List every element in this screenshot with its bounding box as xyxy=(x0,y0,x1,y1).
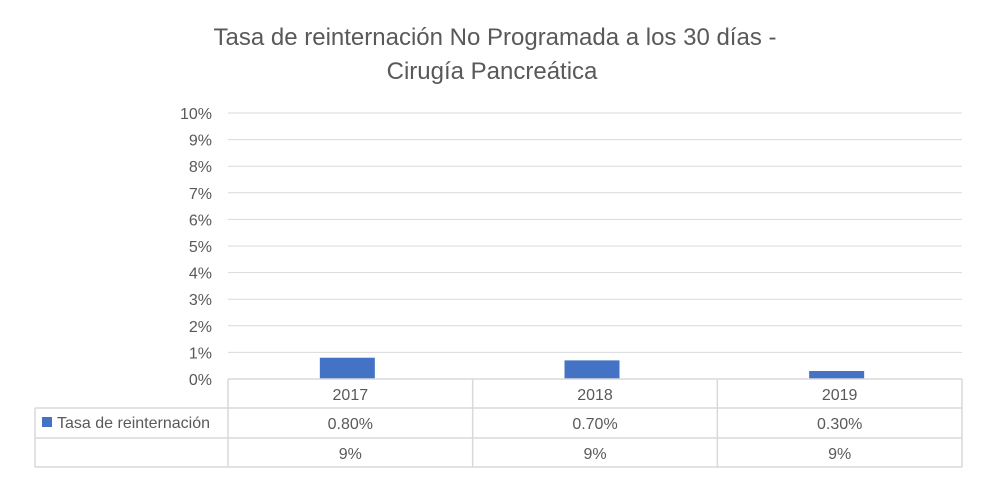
data-label: 0.30% xyxy=(817,416,862,433)
data-label: 9% xyxy=(583,446,606,463)
category-label: 2019 xyxy=(822,387,858,404)
data-label: 0.70% xyxy=(572,416,617,433)
y-tick-label: 7% xyxy=(189,186,212,203)
y-tick-label: 4% xyxy=(189,266,212,283)
y-tick-label: 10% xyxy=(180,106,212,123)
legend-key xyxy=(42,417,52,427)
y-tick-label: 9% xyxy=(189,133,212,150)
category-label: 2018 xyxy=(577,387,613,404)
y-tick-label: 5% xyxy=(189,239,212,256)
bar-2019 xyxy=(809,371,865,379)
bar-2018 xyxy=(564,360,620,379)
y-tick-label: 1% xyxy=(189,345,212,362)
chart-title-line2: Cirugía Pancreática xyxy=(387,58,598,85)
bar-2017 xyxy=(319,357,375,379)
y-tick-label: 8% xyxy=(189,159,212,176)
y-tick-label: 2% xyxy=(189,319,212,336)
y-tick-label: 3% xyxy=(189,292,212,309)
data-label: 9% xyxy=(339,446,362,463)
data-label: 9% xyxy=(828,446,851,463)
category-label: 2017 xyxy=(333,387,369,404)
legend-label: Tasa de reinternación xyxy=(57,415,210,432)
y-tick-label: 6% xyxy=(189,212,212,229)
chart-title-line1: Tasa de reinternación No Programada a lo… xyxy=(214,24,777,51)
y-tick-label: 0% xyxy=(189,372,212,389)
data-label: 0.80% xyxy=(328,416,373,433)
